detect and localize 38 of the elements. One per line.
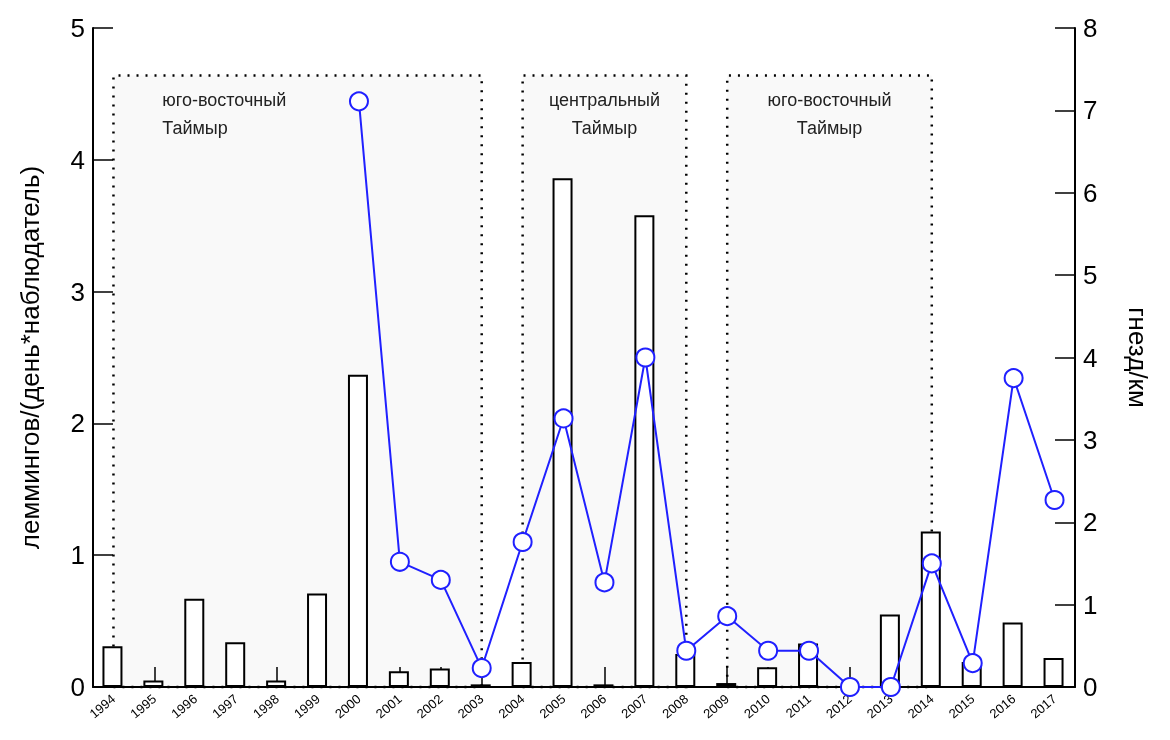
y-tick-label: 4 (70, 144, 85, 175)
y2-tick-label: 3 (1083, 424, 1098, 455)
point (921, 553, 942, 574)
band-label: юго-восточный Таймыр (162, 90, 287, 139)
point (1003, 368, 1024, 389)
y2-tick-label: 4 (1083, 342, 1098, 373)
y2-tick-label: 7 (1083, 95, 1098, 126)
point (471, 658, 492, 679)
y-tick-label: 3 (70, 276, 85, 307)
band-label: юго-восточный Таймыр (767, 90, 892, 139)
y-axis-title: леммингов/(день*наблюдатель) (15, 165, 45, 550)
point (512, 532, 533, 553)
point (839, 677, 860, 697)
y2-axis-title: гнезд/км (1123, 307, 1153, 408)
y-tick-label: 0 (70, 672, 85, 702)
y-tick-label: 5 (70, 13, 85, 43)
y-tick-label: 1 (70, 540, 85, 571)
point (717, 606, 738, 627)
point (389, 551, 410, 572)
band-label: центральный Таймыр (548, 90, 661, 139)
point (430, 569, 451, 590)
point (880, 677, 901, 697)
point (758, 640, 779, 661)
y2-tick-label: 6 (1083, 177, 1098, 208)
y2-tick-label: 5 (1083, 260, 1098, 291)
point (962, 653, 983, 674)
point (348, 91, 369, 112)
y-tick-label: 2 (70, 408, 85, 439)
point (635, 347, 656, 368)
point (676, 640, 697, 661)
point (799, 640, 820, 661)
y2-tick-label: 1 (1083, 589, 1098, 620)
point (594, 572, 615, 593)
y2-tick-label: 8 (1083, 13, 1098, 43)
point (1044, 490, 1065, 510)
y2-tick-label: 2 (1083, 507, 1098, 538)
point (553, 408, 574, 429)
y2-tick-label: 0 (1083, 672, 1098, 702)
